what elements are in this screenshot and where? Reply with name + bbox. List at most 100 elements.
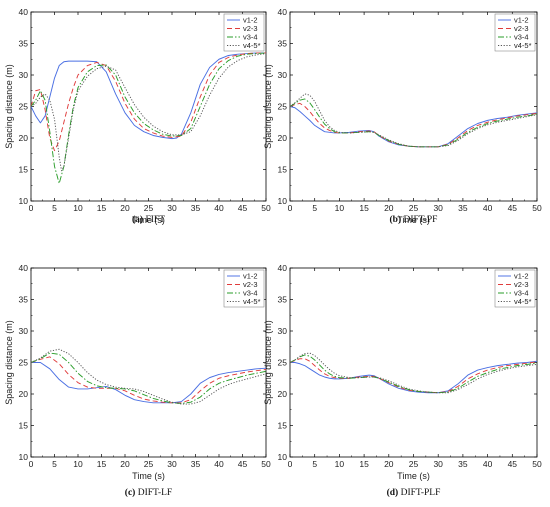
y-axis-label: Spacing distance (m) [4,320,14,405]
caption-letter: (c) [125,487,136,498]
x-tick-label: 20 [120,459,130,469]
series-line-v2-3 [31,356,266,404]
x-tick-label: 50 [261,203,271,213]
caption-letter: (a) [132,214,143,225]
y-tick-label: 15 [19,165,29,175]
series-line-v1-2 [31,52,266,140]
y-tick-label: 20 [19,389,29,399]
caption-text: DIFT-LF [138,488,173,498]
caption-letter: (b) [390,214,402,225]
y-tick-label: 40 [278,263,288,273]
legend-label: v4-5* [514,41,532,50]
x-tick-label: 35 [191,203,201,213]
series-line-v3-4 [290,354,537,394]
x-tick-label: 25 [144,203,154,213]
x-tick-label: 35 [458,203,468,213]
x-tick-label: 0 [288,459,293,469]
x-tick-label: 10 [335,459,345,469]
series-line-v4-5star [290,352,537,394]
y-tick-label: 35 [278,295,288,305]
series-line-v3-4 [290,98,537,148]
x-tick-label: 20 [384,203,394,213]
x-tick-label: 30 [433,203,443,213]
y-tick-label: 30 [19,326,29,336]
x-tick-label: 10 [335,203,345,213]
legend-label: v2-3 [243,24,258,33]
y-tick-label: 20 [278,133,288,143]
panel-caption: (d) DIFT-PLF [387,487,441,498]
caption-letter: (d) [387,487,399,498]
legend-label: v1-2 [243,16,258,25]
x-tick-label: 35 [458,459,468,469]
x-tick-label: 30 [167,203,177,213]
legend-label: v4-5* [243,297,261,306]
x-tick-label: 50 [261,459,271,469]
chart-panel-fift: 0 5 10 15 20 25 30 35 40 45 50 10 15 20 25 30 35 40 Time (… [4,7,271,225]
y-tick-label: 40 [278,7,288,17]
y-tick-label: 30 [278,326,288,336]
y-tick-label: 40 [19,7,29,17]
series-line-v2-3 [290,358,537,394]
series-line-v1-2 [290,360,537,394]
x-tick-label: 15 [97,459,107,469]
y-tick-label: 35 [19,39,29,49]
x-tick-label: 25 [144,459,154,469]
y-tick-label: 10 [278,452,288,462]
y-tick-label: 30 [278,70,288,80]
y-tick-label: 20 [278,389,288,399]
series-line-v4-5star [31,53,266,172]
legend-label: v3-4 [514,289,529,298]
caption-text: DIFT-PF [404,215,438,225]
y-axis-label: Spacing distance (m) [4,64,14,149]
x-tick-label: 20 [120,203,130,213]
y-tick-label: 25 [19,102,29,112]
legend-label: v3-4 [243,33,258,42]
x-axis-label: Time (s) [397,215,430,225]
y-tick-label: 35 [19,295,29,305]
y-tick-label: 25 [278,358,288,368]
x-tick-label: 25 [409,459,419,469]
legend-label: v1-2 [514,16,529,25]
x-axis-label: Time (s) [397,471,430,481]
series-line-v1-2 [290,106,537,148]
y-tick-label: 15 [278,421,288,431]
x-tick-label: 5 [312,459,317,469]
legend-label: v3-4 [243,289,258,298]
y-tick-label: 15 [19,421,29,431]
chart-panel-dift-plf: 0 5 10 15 20 25 30 35 40 45 50 10 15 20 25 30 35 40 Time (… [263,263,542,498]
caption-text: DIFT-PLF [401,488,441,498]
x-tick-label: 10 [73,203,83,213]
legend-label: v4-5* [243,41,261,50]
x-tick-label: 45 [508,459,518,469]
legend-label: v2-3 [514,24,529,33]
y-tick-label: 10 [278,196,288,206]
legend-label: v1-2 [243,272,258,281]
x-tick-label: 10 [73,459,83,469]
x-tick-label: 35 [191,459,201,469]
y-tick-label: 35 [278,39,288,49]
y-tick-label: 10 [19,452,29,462]
y-tick-label: 40 [19,263,29,273]
x-tick-label: 40 [214,459,224,469]
series-line-v4-5star [31,348,266,405]
y-axis-label: Spacing distance (m) [263,320,273,405]
y-tick-label: 15 [278,165,288,175]
legend-label: v2-3 [243,280,258,289]
x-tick-label: 45 [238,203,248,213]
x-tick-label: 0 [29,203,34,213]
x-axis-label: Time (s) [132,215,165,225]
y-tick-label: 25 [19,358,29,368]
x-tick-label: 5 [52,459,57,469]
chart-panel-dift-lf: 0 5 10 15 20 25 30 35 40 45 50 10 15 20 25 30 35 40 Time (… [4,263,271,498]
y-axis-label: Spacing distance (m) [263,64,273,149]
x-tick-label: 20 [384,459,394,469]
x-tick-label: 45 [238,459,248,469]
legend-label: v1-2 [514,272,529,281]
series-line-v3-4 [31,352,266,404]
x-tick-label: 30 [433,459,443,469]
panel-caption: (c) DIFT-LF [125,487,172,498]
x-tick-label: 5 [312,203,317,213]
y-tick-label: 10 [19,196,29,206]
x-tick-label: 15 [97,203,107,213]
